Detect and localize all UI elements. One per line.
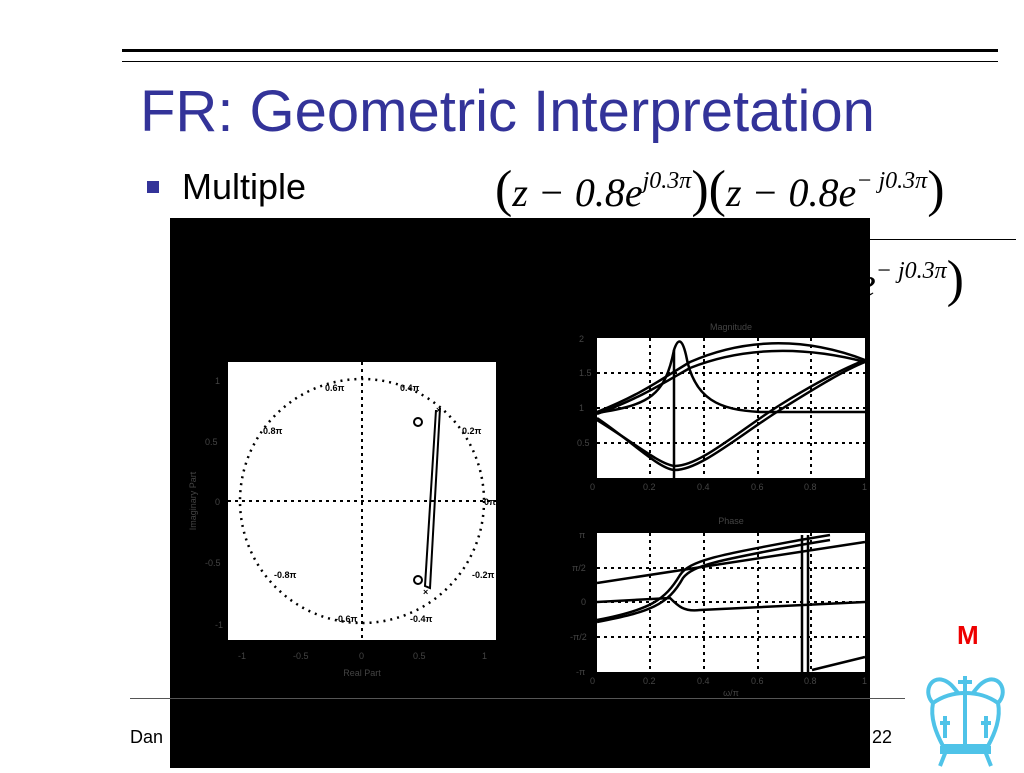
figure-svg: × × 0.6π 0.4π 0.8π 0.2π 0π -0.8π -0.2π -… [188, 322, 867, 698]
footer-rule [130, 698, 905, 699]
pole-marker: × [436, 405, 441, 415]
pole-marker: × [423, 587, 428, 597]
y-tick: -π/2 [570, 632, 587, 642]
x-tick: 1 [862, 676, 867, 686]
circle-label: 0π [484, 497, 496, 507]
x-tick: 0.8 [804, 482, 817, 492]
x-tick: 0.2 [643, 482, 656, 492]
x-tick: 0.4 [697, 676, 710, 686]
zero-marker [413, 575, 423, 585]
slide-title: FR: Geometric Interpretation [140, 79, 875, 144]
y-tick: 1 [215, 376, 220, 386]
y-tick: π [579, 530, 585, 540]
factor2-base: z − 0.8e [725, 170, 857, 215]
x-tick: 0 [590, 482, 595, 492]
fraction-bar [868, 239, 1016, 240]
x-tick: 0.4 [697, 482, 710, 492]
x-tick: -0.5 [293, 651, 309, 661]
page-number: 22 [872, 727, 893, 747]
x-tick: 0 [359, 651, 364, 661]
x-tick: 0.5 [413, 651, 426, 661]
x-axis-label: ω/π [723, 688, 739, 698]
circle-label: -0.2π [472, 570, 495, 580]
footer-author: Dan [130, 727, 164, 747]
x-tick: 1 [862, 482, 867, 492]
y-axis-label: Imaginary Part [188, 471, 198, 530]
bullet-text: Multiple [182, 166, 307, 207]
y-tick: 0 [215, 497, 220, 507]
circle-label: 0.6π [325, 383, 345, 393]
bullet-icon [147, 181, 159, 193]
figure-panel: × × 0.6π 0.4π 0.8π 0.2π 0π -0.8π -0.2π -… [170, 218, 870, 768]
y-tick: π/2 [572, 563, 586, 573]
x-tick: 1 [482, 651, 487, 661]
y-tick: -π [576, 667, 585, 677]
magnitude-plot: Magnitude 2 1.5 1 0.5 0 0.2 0.4 0.6 0.8 [577, 322, 867, 492]
phase-plot: Phase π π/2 0 -π/2 -π 0 0.2 0.4 0.6 [570, 516, 867, 698]
y-tick: 0.5 [205, 437, 218, 447]
header-rule-thick [122, 49, 998, 52]
phase-title: Phase [718, 516, 744, 526]
factor1-exp: j0.3π [642, 168, 692, 194]
x-tick: 0.8 [804, 676, 817, 686]
crown-logo-icon [918, 668, 1013, 773]
header-rule-thin [122, 61, 998, 62]
x-tick: 0.2 [643, 676, 656, 686]
magnitude-curves [596, 340, 866, 478]
y-tick: 0.5 [577, 438, 590, 448]
pz-vectors [423, 407, 441, 590]
y-tick: 1.5 [579, 368, 592, 378]
x-tick: 0 [590, 676, 595, 686]
phase-grid [597, 533, 865, 672]
y-tick: 1 [579, 403, 584, 413]
pole-zero-plot: × × 0.6π 0.4π 0.8π 0.2π 0π -0.8π -0.2π -… [188, 362, 496, 678]
x-tick: -1 [238, 651, 246, 661]
equation-numerator: (z − 0.8ej0.3π)(z − 0.8e− j0.3π) [495, 161, 945, 218]
magnitude-title: Magnitude [710, 322, 752, 332]
red-marker: M [957, 620, 979, 650]
y-tick: 0 [581, 597, 586, 607]
x-tick: 0.6 [751, 676, 764, 686]
y-tick: -1 [215, 620, 223, 630]
y-tick: 2 [579, 334, 584, 344]
circle-label: 0.4π [400, 383, 420, 393]
zero-marker [413, 417, 423, 427]
circle-label: 0.8π [263, 426, 283, 436]
factor2-exp: − j0.3π [856, 168, 928, 194]
x-tick: 0.6 [751, 482, 764, 492]
circle-label: -0.8π [274, 570, 297, 580]
factor1-base: z − 0.8e [512, 170, 643, 215]
circle-label: 0.2π [462, 426, 482, 436]
circle-label: -0.4π [410, 614, 433, 624]
phase-curves [596, 533, 866, 672]
circle-label: -0.6π [335, 614, 358, 624]
denominator-exp: − j0.3π [875, 258, 947, 284]
x-axis-label: Real Part [343, 668, 381, 678]
equation-denominator: e− j0.3π) [858, 250, 964, 309]
unit-circle [238, 377, 486, 625]
y-tick: -0.5 [205, 558, 221, 568]
